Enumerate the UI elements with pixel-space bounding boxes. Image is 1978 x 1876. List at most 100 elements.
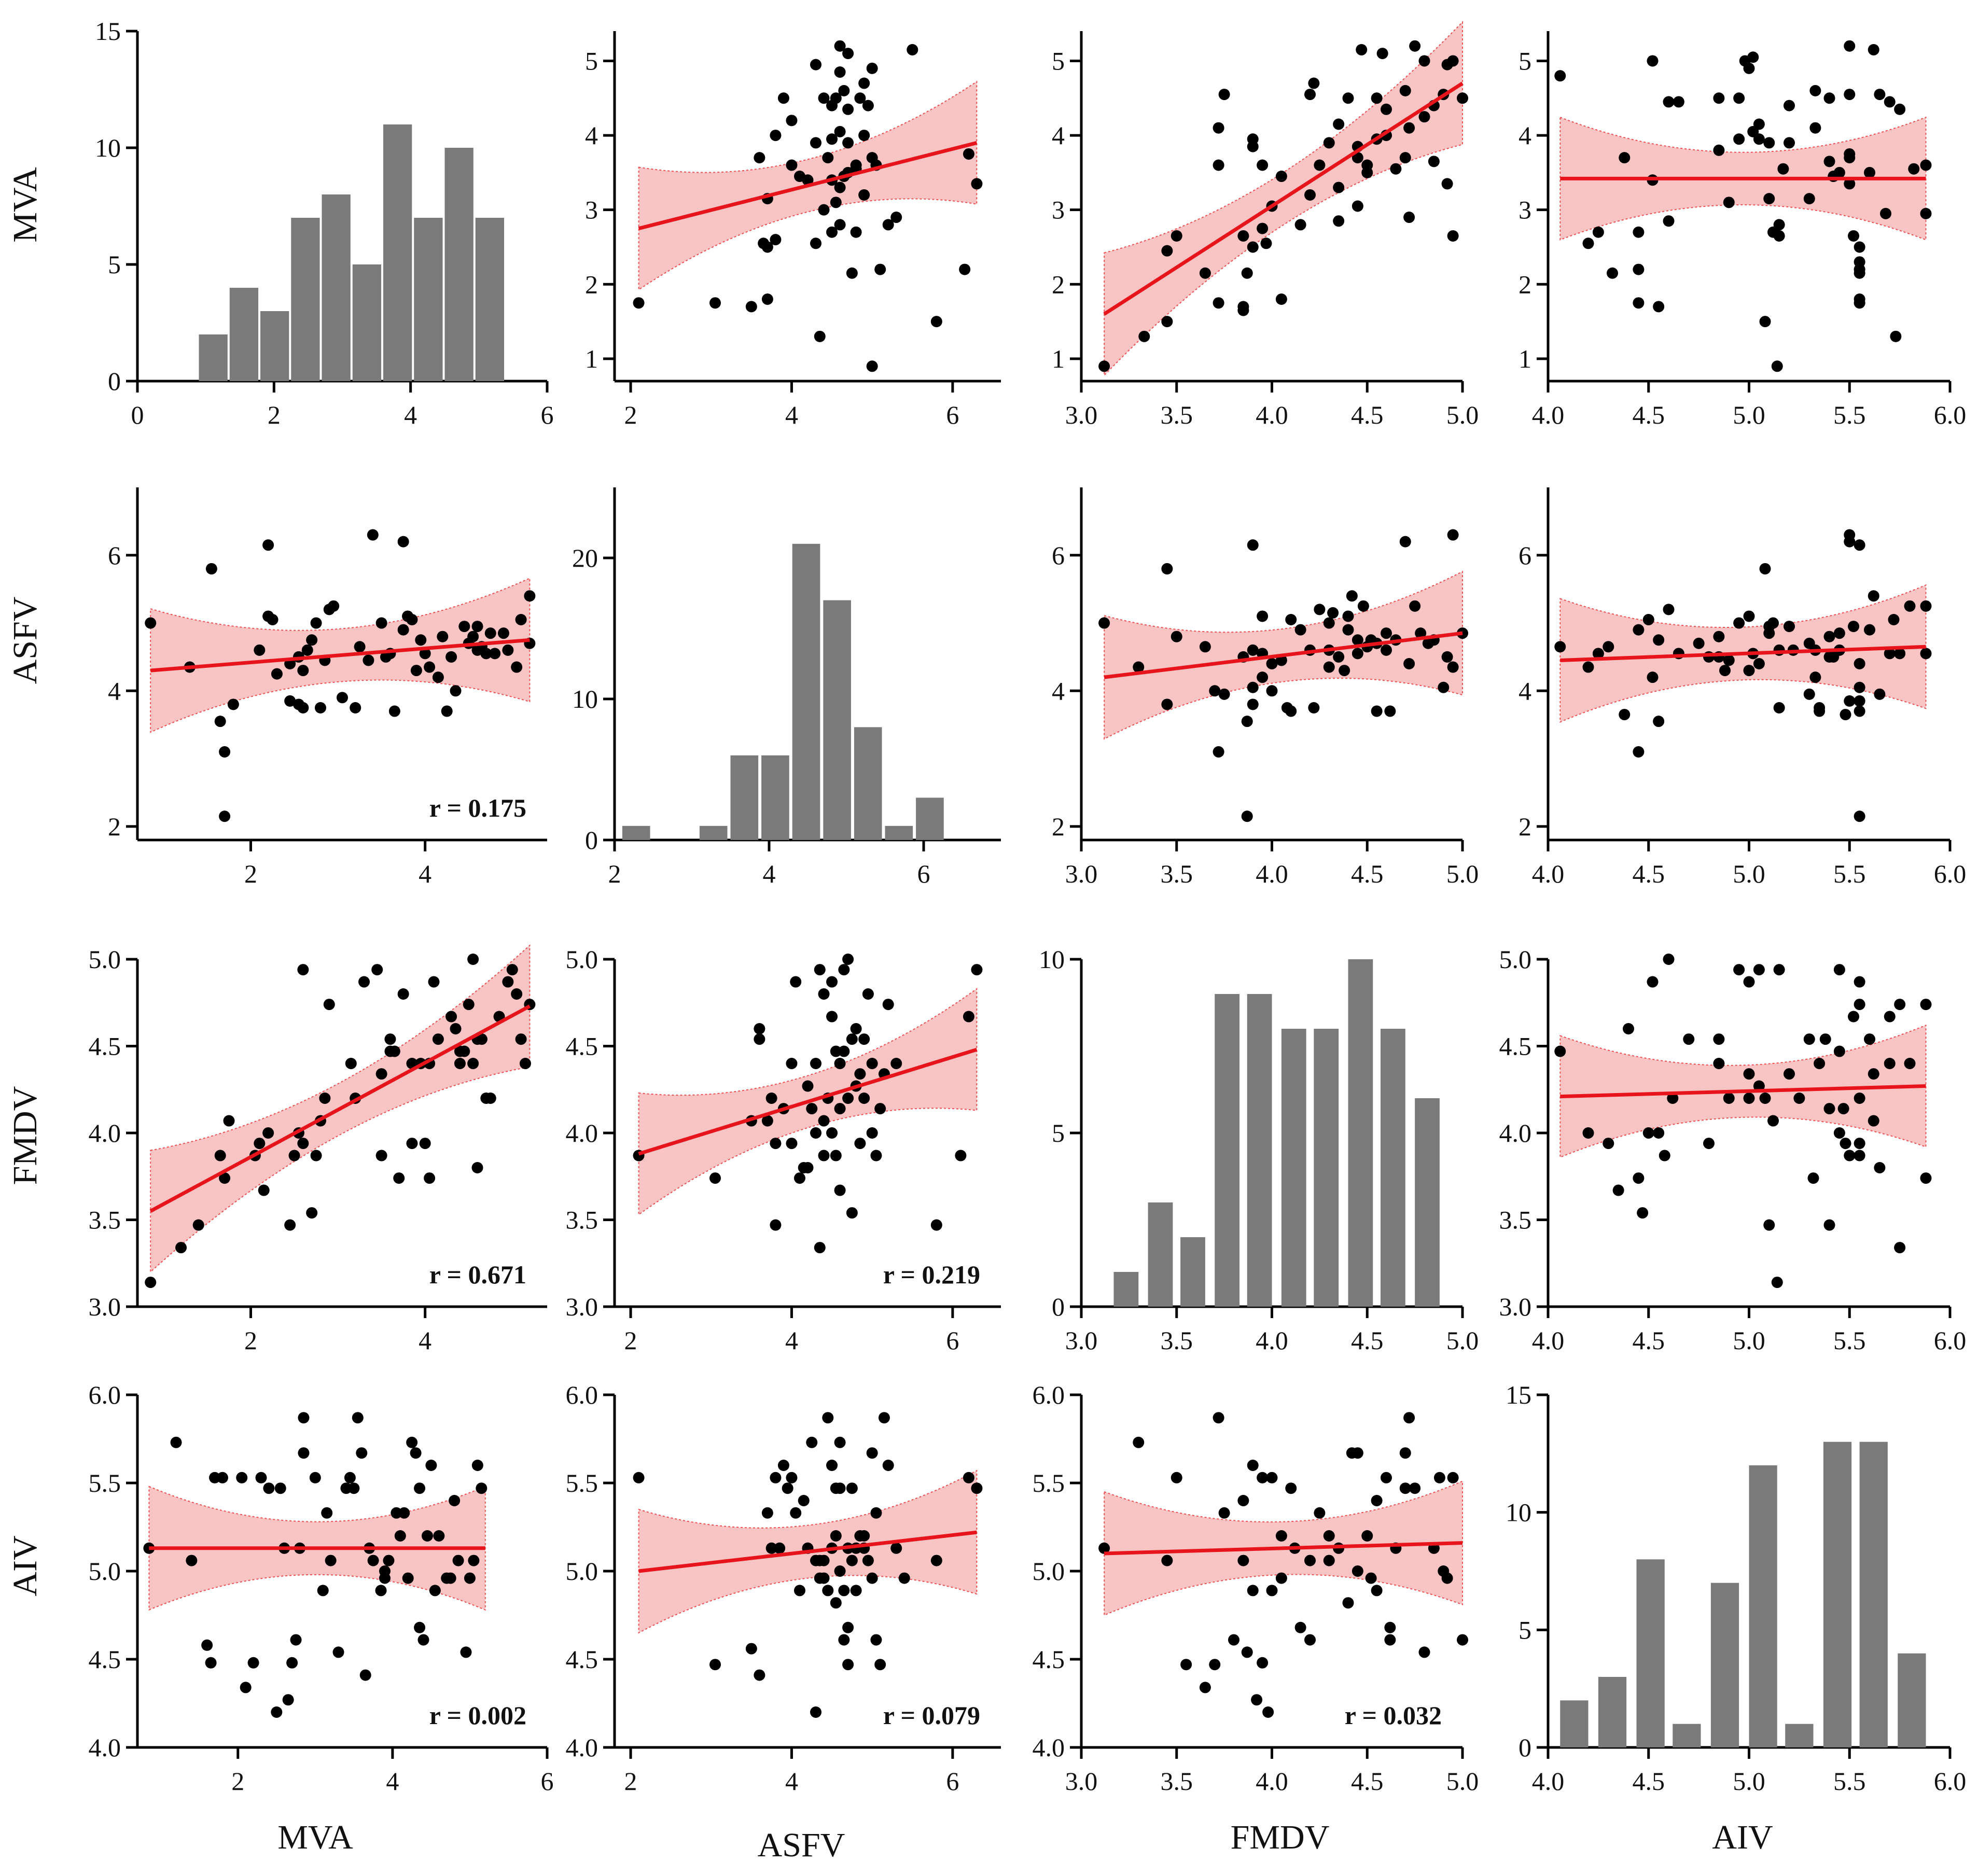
scatter-asfv-fmdv-y-tick-label: 6 (1052, 541, 1065, 570)
data-point (810, 1058, 822, 1069)
regression-line (1560, 1084, 1926, 1099)
histogram-bar (1636, 1559, 1665, 1747)
data-point (834, 1103, 846, 1115)
data-point (1433, 1472, 1445, 1483)
data-point (267, 614, 278, 625)
data-point (1403, 658, 1415, 669)
data-point (1304, 89, 1316, 101)
scatter-asfv-mva-x-tick-label: 4 (419, 859, 431, 888)
scatter-asfv-fmdv-x-tick-label: 4.5 (1351, 859, 1384, 888)
histogram-bar (622, 825, 650, 840)
data-point (814, 330, 826, 342)
scatter-fmdv-asfv-y-tick-label: 4.0 (566, 1118, 598, 1147)
scatter-asfv-vs-aiv: 4.0 4.5 5.0 5.5 6.0 2 4 6 (1519, 487, 1966, 888)
histogram-fmdv-x-tick-label: 5.0 (1446, 1326, 1479, 1355)
data-point (484, 627, 496, 639)
data-point (765, 1542, 777, 1554)
data-point (834, 1482, 846, 1494)
data-point (170, 1436, 182, 1448)
data-point (1098, 1542, 1110, 1554)
data-point (1199, 267, 1211, 279)
data-point (890, 1542, 902, 1554)
data-point (1381, 627, 1392, 639)
histogram-bar (322, 194, 351, 381)
data-point (1213, 297, 1224, 309)
data-point (830, 1150, 842, 1161)
data-point (1241, 267, 1253, 279)
data-point (1713, 1033, 1725, 1045)
data-point (297, 702, 309, 713)
histogram-aiv-y-tick-label: 0 (1519, 1733, 1531, 1762)
data-point (850, 226, 862, 238)
scatter-aiv-mva-x-tick-label: 2 (231, 1767, 244, 1796)
data-point (818, 1555, 830, 1566)
data-point (1582, 1127, 1594, 1139)
data-point (1753, 964, 1765, 976)
data-point (1161, 698, 1173, 710)
data-point (1399, 1447, 1411, 1459)
data-point (332, 1646, 344, 1658)
data-point (1399, 536, 1411, 548)
column-label-mva: MVA (277, 1818, 353, 1856)
histogram-bar (1560, 1700, 1589, 1747)
data-point (306, 1207, 318, 1219)
data-point (1633, 1172, 1645, 1184)
data-point (297, 1138, 309, 1150)
data-point (515, 1033, 527, 1045)
data-point (777, 1460, 789, 1471)
data-point (1637, 1207, 1649, 1219)
scatter-fmdv-asfv-y-tick-label: 5.0 (566, 945, 598, 974)
scatter-asfv-fmdv-x-tick-label: 3.5 (1161, 859, 1193, 888)
scatter-aiv-asfv-x-tick-label: 2 (624, 1767, 637, 1796)
data-point (1441, 1572, 1453, 1584)
histogram-mva: 0 2 4 6 0 5 10 15 (95, 17, 554, 429)
data-point (1633, 297, 1645, 309)
data-point (1266, 658, 1278, 669)
data-point (1237, 1495, 1249, 1506)
scatter-fmdv-aiv-x-tick-label: 4.0 (1532, 1326, 1565, 1355)
data-point (497, 627, 509, 639)
histogram-bar (1215, 994, 1240, 1307)
data-point (1743, 1068, 1755, 1080)
data-point (1868, 1115, 1879, 1127)
data-point (1342, 624, 1354, 636)
data-point (1218, 1507, 1230, 1519)
data-point (219, 1172, 231, 1184)
data-point (1285, 1482, 1297, 1494)
scatter-fmdv-vs-mva: 2 4 3.0 3.5 4.0 4.5 5.0 r = 0.671 (89, 944, 547, 1355)
regression-line (150, 638, 530, 673)
data-point (882, 1460, 894, 1471)
data-point (471, 621, 483, 633)
data-point (1323, 617, 1335, 629)
data-point (963, 1472, 974, 1483)
data-point (1342, 1597, 1354, 1609)
data-point (814, 1242, 826, 1254)
data-point (1218, 89, 1230, 101)
data-point (1390, 163, 1402, 175)
data-point (359, 1669, 371, 1681)
data-point (1848, 621, 1859, 633)
data-point (328, 600, 340, 612)
data-point (786, 1472, 798, 1483)
scatter-aiv-mva-y-tick-label: 5.5 (89, 1468, 121, 1497)
regression-line (1104, 1541, 1463, 1556)
histogram-mva-y-tick-label: 5 (108, 250, 121, 279)
data-point (826, 1011, 838, 1023)
data-point (1647, 671, 1659, 683)
data-point (907, 44, 918, 55)
data-point (1683, 1033, 1695, 1045)
histogram-bar (761, 755, 789, 840)
data-point (1894, 648, 1906, 660)
scatter-mva-asfv-x-tick-label: 6 (946, 400, 959, 429)
histogram-bar (1598, 1677, 1627, 1747)
histogram-bar (1898, 1653, 1926, 1747)
data-point (1663, 954, 1675, 965)
data-point (471, 1162, 483, 1173)
data-point (1653, 716, 1665, 727)
data-point (826, 976, 838, 988)
data-point (1833, 1127, 1845, 1139)
data-point (1633, 263, 1645, 275)
data-point (802, 1080, 814, 1092)
histogram-bar (1710, 1583, 1739, 1747)
data-point (846, 1482, 858, 1494)
